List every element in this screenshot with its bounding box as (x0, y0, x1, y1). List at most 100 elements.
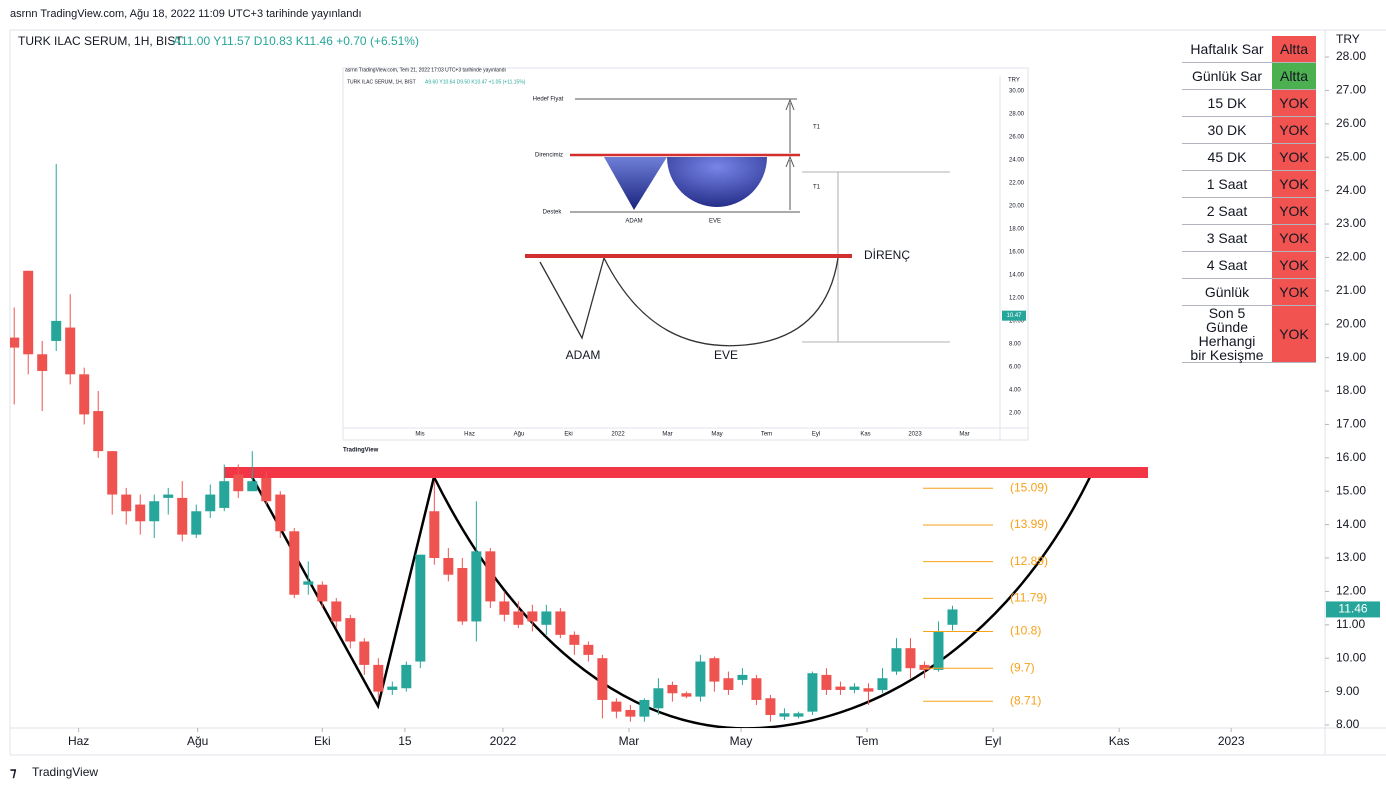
label: Destek (543, 210, 563, 216)
y-tick-label: 11.00 (1336, 617, 1365, 631)
resistance-band (224, 467, 1148, 478)
candle-body (569, 634, 580, 645)
candle-body (499, 601, 510, 615)
candle-body (667, 684, 678, 694)
inset-published: asrnn TradingView.com, Tem 21, 2022 17:0… (345, 67, 506, 73)
inset-x-tick-label: Eki (564, 432, 572, 438)
status-cell: YOK (1272, 224, 1316, 252)
inset-x-tick-label: Ağu (514, 432, 525, 438)
y-tick-label: 24.00 (1336, 183, 1366, 197)
label: T1 (813, 185, 821, 191)
y-tick-label: 13.00 (1336, 550, 1366, 564)
candle-body (695, 661, 706, 697)
candle-body (10, 337, 20, 348)
candle-body (149, 501, 160, 522)
label: T1 (813, 125, 821, 131)
last-price-box (1326, 601, 1380, 618)
y-tick-label: 20.00 (1336, 316, 1366, 330)
candle-body (821, 674, 832, 690)
candle-body (765, 698, 776, 715)
candle-body (653, 688, 664, 709)
inset: asrnn TradingView.com, Tem 21, 2022 17:0… (342, 67, 1029, 454)
y-tick-label: 12.00 (1336, 584, 1366, 598)
pattern-drawing (250, 473, 1092, 728)
inset-x-tick-label: 2022 (611, 432, 625, 438)
label-cell: 1 Saat (1182, 170, 1272, 198)
candle-body (373, 664, 384, 692)
status-cell: YOK (1272, 170, 1316, 198)
y-tick-label: 23.00 (1336, 216, 1366, 230)
status-cell: YOK (1272, 143, 1316, 171)
label-cell: 15 DK (1182, 89, 1272, 117)
brand: TradingView (32, 765, 98, 779)
inset-x-tick-label: Eyl (812, 432, 820, 438)
candle-body (345, 618, 356, 642)
x-tick-label: May (730, 734, 753, 748)
candle-body (303, 581, 314, 585)
candle-body (919, 664, 930, 670)
y-tick-label: 27.00 (1336, 83, 1366, 97)
candle-body (205, 494, 216, 512)
x-tick-label: Eki (314, 734, 331, 748)
plot (10, 163, 1148, 728)
label: Direncimiz (535, 153, 563, 159)
candle-body (443, 558, 454, 575)
candle-body (191, 511, 202, 535)
candle-body (177, 497, 188, 535)
inset-y-tick-label: 24.00 (1009, 158, 1025, 164)
x-tick-label: 2022 (490, 734, 517, 748)
status-cell: YOK (1272, 116, 1316, 144)
table-row: Günlük Sar Altta (1182, 62, 1316, 90)
candle-body (709, 658, 720, 682)
inset-last-price: 10.47 (1006, 313, 1022, 319)
candle-body (793, 713, 804, 717)
candle-body (471, 551, 482, 622)
candle-body (835, 686, 846, 690)
candle-body (737, 674, 748, 680)
candle-body (359, 641, 370, 665)
candle-body (429, 511, 440, 559)
candle-body (51, 320, 62, 341)
candle-body (93, 411, 104, 452)
table-row: 2 Saat YOK (1182, 197, 1316, 225)
candle-body (625, 709, 636, 717)
status-cell: YOK (1272, 251, 1316, 279)
logo-mark: ⁊ (10, 764, 17, 779)
y-tick-label: 8.00 (1336, 717, 1360, 731)
inset-x-tick-label: May (711, 432, 722, 438)
candle-body (513, 611, 524, 625)
candle-body (401, 664, 412, 689)
candle-body (597, 658, 608, 700)
candle-body (233, 474, 244, 492)
x-tick-label: 15 (398, 734, 412, 748)
inset-brand: TradingView (343, 448, 379, 454)
table-row: Günlük YOK (1182, 278, 1316, 306)
candle-body (219, 481, 230, 508)
fib-label: (8.71) (1010, 693, 1041, 707)
status-cell: Altta (1272, 62, 1316, 90)
inset-y-tick-label: 10.00 (1009, 319, 1025, 325)
table-row: Son 5 Günde Herhangi bir Kesişme YOK (1182, 305, 1316, 363)
status-cell: Altta (1272, 36, 1316, 63)
y-tick-label: 15.00 (1336, 483, 1366, 497)
candle-body (415, 554, 426, 662)
candle-body (933, 631, 944, 670)
label-cell: Günlük (1182, 278, 1272, 306)
table-row: Haftalık Sar Altta (1182, 36, 1316, 63)
inset-y-tick-label: 6.00 (1009, 365, 1021, 371)
y-tick-label: 28.00 (1336, 49, 1366, 63)
y-tick-label: 17.00 (1336, 417, 1366, 431)
status-cell: YOK (1272, 305, 1316, 363)
y-tick-label: 9.00 (1336, 684, 1360, 698)
inset-y-tick-label: 26.00 (1009, 135, 1025, 141)
inset-y-tick-label: 18.00 (1009, 227, 1025, 233)
inset-x-tick-label: Kas (860, 432, 870, 438)
candle-body (275, 494, 286, 532)
x-tick-label: Mar (619, 734, 640, 748)
candle-body (583, 644, 594, 655)
candle-body (457, 568, 468, 622)
candle-body (849, 686, 860, 690)
candle-body (247, 481, 258, 492)
y-tick-label: 19.00 (1336, 350, 1366, 364)
